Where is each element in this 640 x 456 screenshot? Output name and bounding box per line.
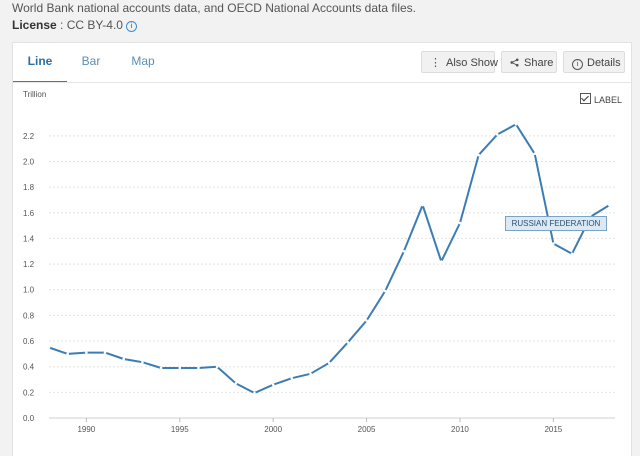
series-line [48, 123, 610, 394]
x-tick-label: 1995 [171, 425, 189, 434]
data-point [253, 391, 256, 395]
tab-bar[interactable]: Bar [81, 54, 101, 68]
also-show-label: Also Show [446, 57, 498, 69]
data-point [66, 352, 69, 356]
data-point [309, 372, 312, 376]
also-show-button[interactable]: ⋮ Also Show [421, 51, 498, 73]
data-point [85, 351, 88, 354]
y-tick-label: 1.6 [23, 209, 35, 218]
share-icon [510, 52, 519, 74]
license-line: License : CC BY-4.0 i [12, 18, 137, 32]
label-toggle[interactable]: LABEL [580, 93, 622, 105]
details-label: Details [587, 57, 621, 69]
data-point [439, 260, 443, 263]
source-text: World Bank national accounts data, and O… [12, 1, 417, 15]
y-tick-label: 0.6 [23, 337, 35, 346]
chart-panel: Line Bar Map ⋮ Also Show Share i Details T… [12, 42, 632, 456]
data-point [141, 360, 144, 364]
y-tick-label: 1.4 [23, 234, 35, 243]
more-vertical-icon: ⋮ [430, 57, 441, 69]
x-tick-label: 2005 [358, 425, 376, 434]
y-tick-label: 1.0 [23, 286, 35, 295]
data-point [159, 366, 163, 370]
y-tick-label: 0.4 [23, 363, 35, 372]
chart-tabs: Line Bar Map [13, 43, 233, 83]
data-point [402, 249, 406, 253]
y-tick-label: 0.8 [23, 311, 35, 320]
tab-map[interactable]: Map [131, 54, 155, 68]
info-icon[interactable]: i [125, 21, 137, 32]
y-tick-label: 0.0 [23, 414, 35, 423]
data-point [215, 365, 219, 368]
data-point [496, 133, 499, 136]
data-point [477, 153, 480, 157]
license-label: License [12, 18, 57, 32]
data-point [290, 376, 294, 380]
y-tick-label: 2.0 [23, 157, 35, 166]
data-point [122, 357, 126, 361]
data-point [197, 366, 200, 370]
y-tick-label: 2.2 [23, 132, 35, 141]
y-tick-label: 1.2 [23, 260, 35, 269]
x-tick-label: 1990 [77, 425, 95, 434]
data-point [570, 252, 574, 256]
x-tick-label: 2000 [264, 425, 282, 434]
x-tick-label: 2010 [451, 425, 469, 434]
label-checkbox[interactable] [580, 93, 591, 104]
data-point [365, 319, 368, 322]
data-point [271, 383, 275, 386]
label-toggle-text: LABEL [594, 95, 623, 105]
data-point [552, 242, 555, 245]
data-point [346, 341, 350, 344]
x-tick-label: 2015 [544, 425, 562, 434]
data-point [421, 203, 424, 207]
data-point [47, 346, 51, 349]
details-button[interactable]: i Details [563, 51, 625, 73]
line-chart: 0.0 0.2 0.4 0.6 0.8 1.0 1.2 1.4 1.6 1.8 2.0 2.2 1990… [23, 122, 615, 434]
y-axis-unit-label: Trillion [23, 90, 47, 99]
y-tick-label: 1.8 [23, 183, 35, 192]
data-point [514, 122, 518, 126]
data-point [103, 351, 107, 354]
license-value: : CC BY-4.0 [56, 18, 123, 32]
data-point [234, 382, 238, 385]
data-point [327, 361, 331, 365]
data-point [533, 152, 536, 156]
series-label-russian-federation: RUSSIAN FEDERATION [504, 215, 608, 231]
data-point [383, 289, 387, 293]
tabs-divider [13, 82, 631, 83]
data-point [458, 221, 462, 225]
share-button[interactable]: Share [501, 51, 557, 73]
data-point [608, 203, 611, 207]
share-label: Share [524, 57, 554, 69]
y-tick-label: 0.2 [23, 388, 35, 397]
details-info-icon: i [572, 59, 583, 70]
data-point [178, 366, 182, 370]
